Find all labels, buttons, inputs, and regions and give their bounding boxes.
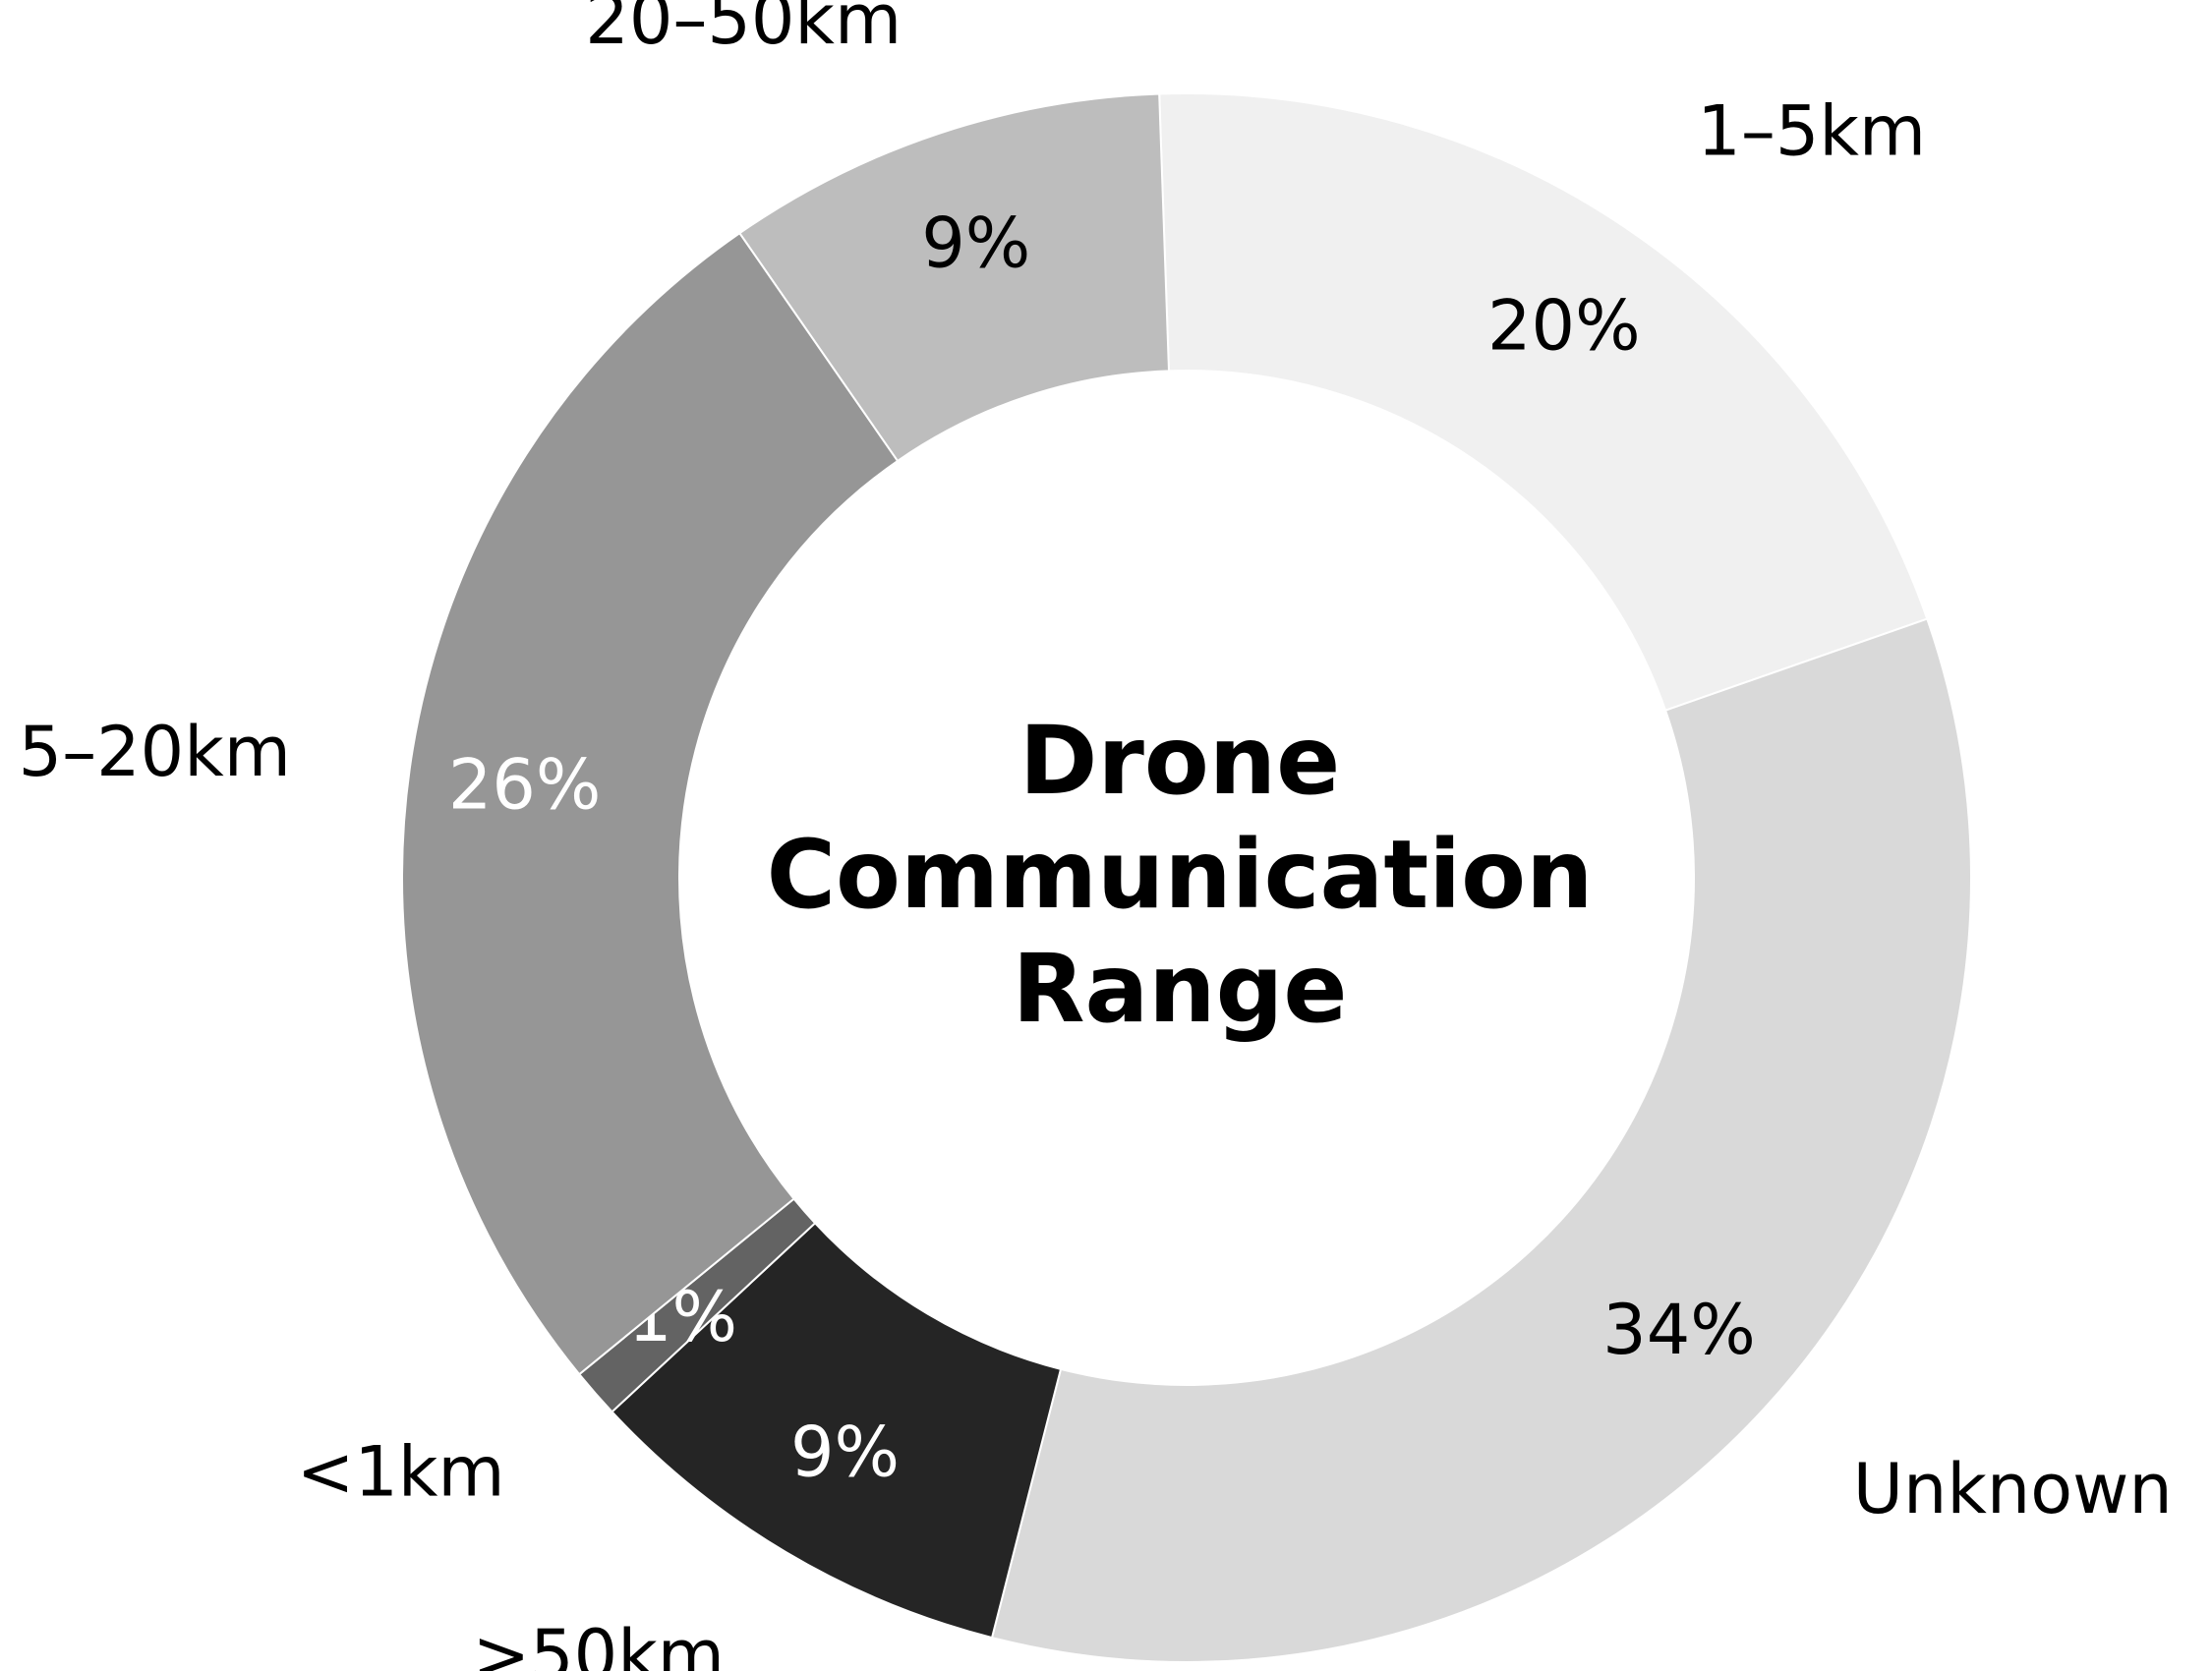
chart-title-line-1: Drone (1019, 706, 1341, 816)
slice-value-label-gt-50km: 9% (790, 1412, 900, 1493)
slice-value-label-5-20km: 26% (448, 744, 602, 825)
chart-title-line-2: Communication (766, 820, 1594, 930)
slice-20-50km (738, 92, 1171, 463)
slice-1-5km (1158, 92, 1929, 712)
slice-category-label-gt-50km: >50km (472, 1615, 724, 1671)
chart-title-line-3: Range (1012, 934, 1348, 1044)
slice-value-label-unknown: 34% (1602, 1290, 1756, 1370)
slice-category-label-lt-1km: <1km (297, 1432, 505, 1513)
slice-unknown (990, 617, 1972, 1663)
slice-category-label-5-20km: 5–20km (19, 712, 291, 792)
slice-category-label-unknown: Unknown (1853, 1449, 2173, 1529)
slice-category-label-1-5km: 1–5km (1697, 91, 1926, 172)
slice-5-20km (401, 231, 900, 1376)
chart-title: Drone Communication Range (718, 706, 1642, 1044)
slice-value-label-1-5km: 20% (1487, 286, 1641, 367)
slice-category-label-20-50km: 20–50km (585, 0, 902, 60)
slice-value-label-20-50km: 9% (921, 203, 1030, 284)
